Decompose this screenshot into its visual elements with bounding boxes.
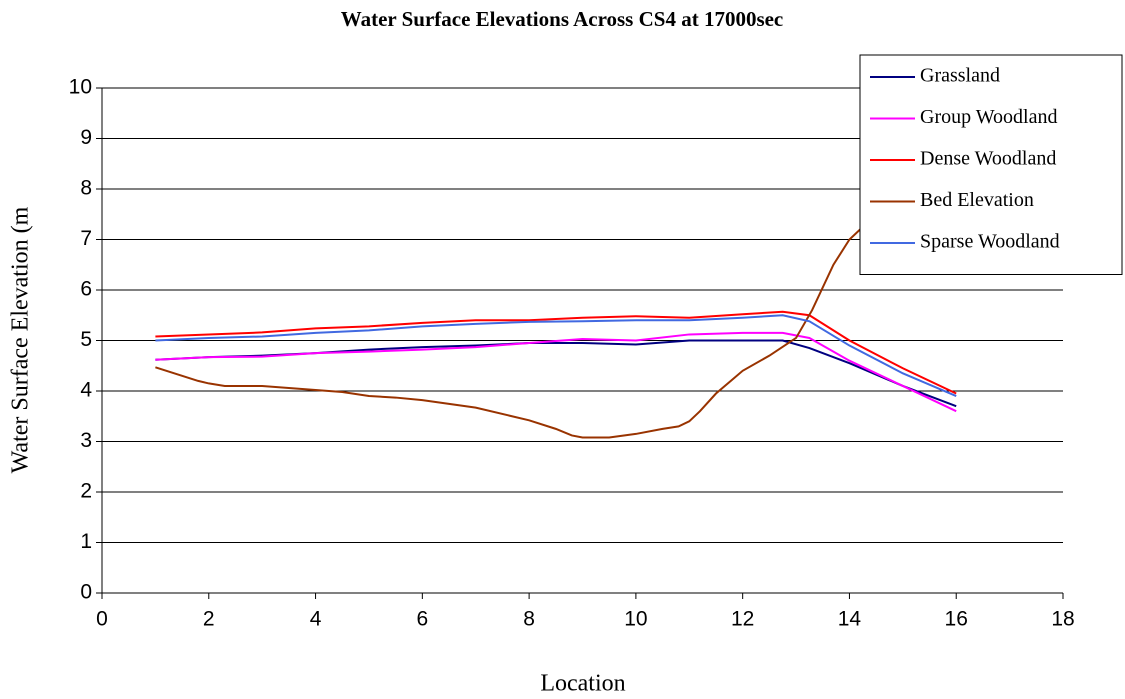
- x-tick-label: 10: [624, 608, 647, 631]
- x-tick-label: 4: [310, 608, 322, 631]
- y-tick-label: 7: [80, 227, 92, 250]
- legend: Grassland Group Woodland Dense Woodland Bed…: [859, 54, 1123, 275]
- chart-title: Water Surface Elevations Across CS4 at 1…: [341, 7, 784, 31]
- x-tick-label: 8: [523, 608, 535, 631]
- y-tick-label: 8: [80, 177, 92, 200]
- y-tick-label: 0: [80, 581, 92, 604]
- y-tick-label: 2: [80, 480, 92, 503]
- legend-label: Group Woodland: [920, 106, 1057, 128]
- x-axis-title: Location: [540, 671, 625, 697]
- x-tick-label: 14: [838, 608, 862, 631]
- legend-box: [859, 54, 1123, 275]
- y-tick-label: 1: [80, 530, 92, 553]
- y-tick-label: 3: [80, 429, 92, 452]
- y-tick-label: 4: [80, 379, 92, 402]
- series-line: [155, 314, 957, 397]
- x-tick-label: 6: [416, 608, 428, 631]
- legend-label: Bed Elevation: [920, 189, 1034, 211]
- y-tick-label: 5: [80, 328, 92, 351]
- series-line: [155, 331, 957, 413]
- legend-label: Sparse Woodland: [920, 231, 1060, 253]
- legend-label: Grassland: [920, 65, 1000, 87]
- x-tick-label: 12: [731, 608, 754, 631]
- series-line: [155, 339, 957, 408]
- x-tick-label: 2: [203, 608, 215, 631]
- series-line: [155, 310, 957, 395]
- series-line: [155, 223, 867, 439]
- y-tick-label: 10: [69, 76, 92, 99]
- x-tick-label: 16: [945, 608, 968, 631]
- y-tick-label: 9: [80, 126, 92, 149]
- x-tick-label: 0: [96, 608, 108, 631]
- y-tick-label: 6: [80, 278, 92, 301]
- y-axis-title: Water Surface Elevation (m: [8, 206, 34, 473]
- legend-label: Dense Woodland: [920, 148, 1056, 170]
- x-tick-label: 18: [1051, 608, 1074, 631]
